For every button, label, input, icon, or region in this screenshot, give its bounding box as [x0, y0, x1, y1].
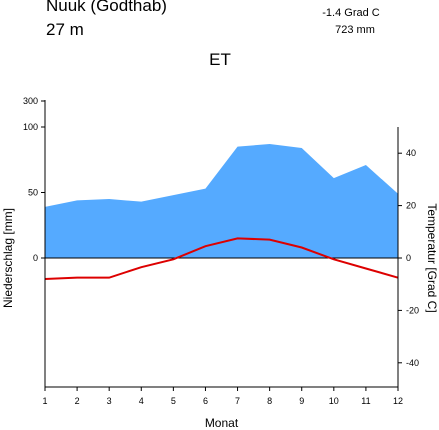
- y-axis-label-right: Temperatur [Grad C]: [425, 203, 439, 312]
- precipitation-axis: 0 50 100 300: [23, 96, 45, 263]
- temperature-line-layer: [44, 237, 399, 280]
- y-axis-label-left: Niederschlag [mm]: [1, 208, 15, 308]
- month-tick-label: 3: [107, 396, 112, 406]
- precipitation-area: [45, 144, 398, 258]
- month-tick-label: 9: [299, 396, 304, 406]
- temp-tick-label: -20: [406, 305, 419, 315]
- axes-layer: [44, 100, 399, 388]
- precip-tick-label: 50: [28, 188, 38, 198]
- month-tick-label: 8: [267, 396, 272, 406]
- annual-mean-temperature: -1.4 Grad C: [322, 7, 380, 19]
- precip-tick-label: 300: [23, 96, 38, 106]
- month-tick-label: 1: [42, 396, 47, 406]
- month-tick-label: 10: [329, 396, 339, 406]
- temperature-axis: -40 -20 0 20 40: [398, 148, 419, 368]
- station-name: Nuuk (Godthab): [46, 0, 167, 15]
- temp-tick-label: -40: [406, 358, 419, 368]
- month-tick-label: 4: [139, 396, 144, 406]
- temp-tick-label: 0: [406, 253, 411, 263]
- month-tick-label: 5: [171, 396, 176, 406]
- station-elevation: 27 m: [46, 20, 84, 39]
- month-tick-label: 7: [235, 396, 240, 406]
- month-axis: 1 2 3 4 5 6 7 8 9 10 11 12: [42, 387, 403, 406]
- precip-tick-label: 100: [23, 122, 38, 132]
- x-axis-label: Monat: [205, 416, 239, 430]
- precipitation-area-layer: [45, 144, 398, 258]
- temp-tick-label: 40: [406, 148, 416, 158]
- month-tick-label: 12: [393, 396, 403, 406]
- month-tick-label: 11: [361, 396, 370, 406]
- temp-tick-label: 20: [406, 201, 416, 211]
- precip-tick-label: 0: [33, 253, 38, 263]
- annual-precipitation: 723 mm: [335, 24, 375, 36]
- climate-classification: ET: [209, 50, 231, 69]
- month-tick-label: 2: [75, 396, 80, 406]
- month-tick-label: 6: [203, 396, 208, 406]
- temperature-line: [44, 237, 399, 280]
